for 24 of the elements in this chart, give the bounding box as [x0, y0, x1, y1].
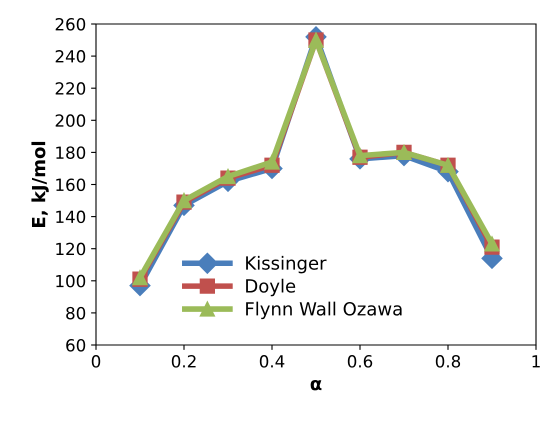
legend-label: Kissinger	[246, 256, 326, 274]
y-tick-label: 60	[66, 338, 86, 352]
x-tick-label: 0.4	[260, 355, 284, 368]
y-tick-label: 140	[56, 210, 86, 224]
legend-label: Flynn Wall Ozawa	[246, 302, 402, 320]
y-tick-label: 100	[56, 274, 86, 288]
y-tick-label: 200	[56, 114, 86, 127]
x-tick-label: 0.6	[348, 355, 372, 368]
y-tick-label: 120	[56, 242, 86, 256]
y-tick-label: 80	[66, 306, 86, 320]
x-tick-label: 0	[92, 355, 100, 368]
point	[264, 154, 280, 170]
y-tick-label: 240	[56, 50, 86, 63]
y-tick-label: 180	[56, 146, 86, 159]
x-tick-label: 1	[532, 355, 540, 368]
x-axis-title: α	[310, 380, 322, 390]
x-tick-label: 0.2	[172, 355, 196, 368]
point	[484, 236, 500, 252]
y-tick-label: 220	[56, 82, 86, 95]
legend-label: Doyle	[246, 278, 296, 296]
y-axis-title: E, kJ/mol	[31, 142, 49, 227]
x-tick-label: 0.8	[436, 355, 460, 368]
y-tick-label: 260	[56, 18, 86, 31]
y-tick-label: 160	[56, 178, 86, 192]
